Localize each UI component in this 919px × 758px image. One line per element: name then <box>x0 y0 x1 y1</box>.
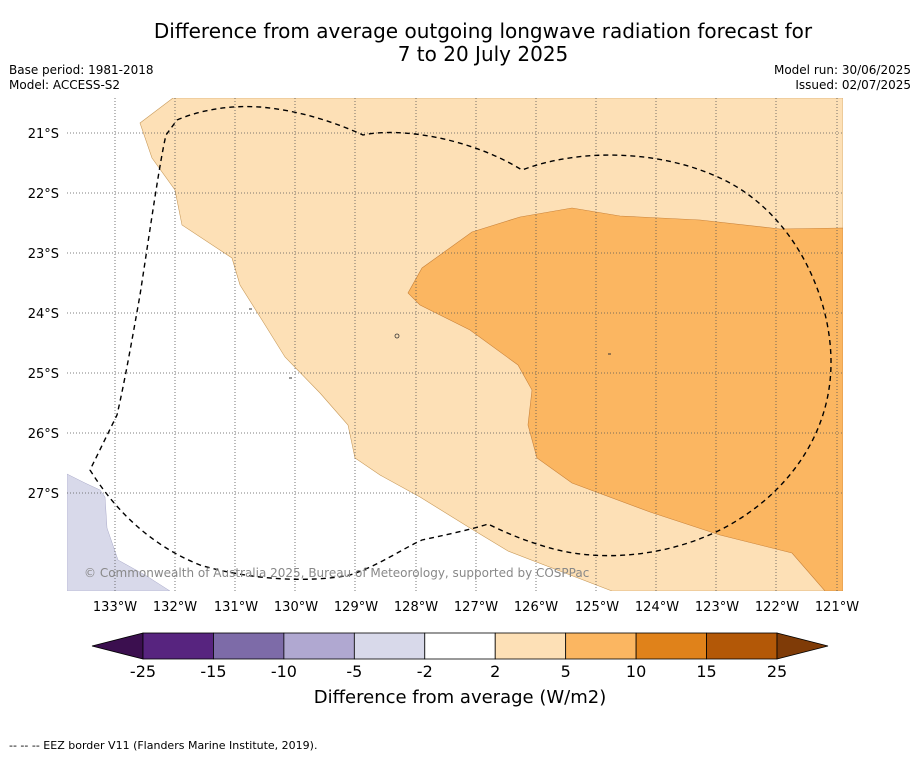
latitude-labels: 21°S 22°S 23°S 24°S 25°S 26°S 27°S <box>28 127 59 502</box>
model-text: Model: ACCESS-S2 <box>9 78 121 92</box>
colorbar-tick-label: 10 <box>626 662 646 681</box>
colorbar-swatch <box>635 632 707 660</box>
colorbar-tick-label: -15 <box>200 662 226 681</box>
copyright-text: © Commonwealth of Australia 2025, Bureau… <box>84 566 589 580</box>
colorbar-tick-label: -10 <box>271 662 297 681</box>
map-title-line1: Difference from average outgoing longwav… <box>153 19 813 43</box>
colorbar-swatch <box>706 632 778 660</box>
eez-footnote: -- -- -- EEZ border V11 (Flanders Marine… <box>9 739 318 752</box>
lat-label: 22°S <box>28 187 59 202</box>
lon-label: 133°W <box>93 600 137 615</box>
lat-label: 21°S <box>28 127 59 142</box>
colorbar-tick-label: -5 <box>346 662 362 681</box>
colorbar-extend-low <box>91 632 144 660</box>
model-run-text: Model run: 30/06/2025 <box>773 63 911 77</box>
eez-border <box>89 105 832 580</box>
lon-label: 121°W <box>815 600 859 615</box>
colorbar: -25 -15 -10 -5 -2 2 5 10 15 25 <box>91 632 829 681</box>
lon-label: 132°W <box>153 600 197 615</box>
base-period-text: Base period: 1981-2018 <box>9 63 154 77</box>
lon-label: 122°W <box>755 600 799 615</box>
colorbar-swatch <box>494 632 567 660</box>
lon-label: 126°W <box>514 600 558 615</box>
map-title-line2: 7 to 20 July 2025 <box>397 42 569 66</box>
lon-label: 125°W <box>575 600 619 615</box>
lon-label: 130°W <box>274 600 318 615</box>
colorbar-tick-label: -25 <box>130 662 156 681</box>
colorbar-extend-high <box>776 632 829 660</box>
meta-right: Model run: 30/06/2025 Issued: 02/07/2025 <box>774 63 911 93</box>
lat-label: 27°S <box>28 487 59 502</box>
gridlines <box>67 98 843 591</box>
colorbar-title: Difference from average (W/m2) <box>314 687 606 708</box>
lon-label: 128°W <box>394 600 438 615</box>
lon-label: 127°W <box>454 600 498 615</box>
colorbar-tick-label: 5 <box>561 662 571 681</box>
meta-left: Base period: 1981-2018 Model: ACCESS-S2 <box>9 63 154 93</box>
colorbar-tick-label: 25 <box>767 662 787 681</box>
colorbar-swatch <box>565 632 637 660</box>
colorbar-swatch <box>142 632 214 660</box>
lat-label: 23°S <box>28 247 59 262</box>
lon-label: 124°W <box>635 600 679 615</box>
colorbar-swatch <box>353 632 426 660</box>
lat-label: 25°S <box>28 367 59 382</box>
colorbar-swatch <box>283 632 355 660</box>
issued-text: Issued: 02/07/2025 <box>795 78 911 92</box>
lat-label: 24°S <box>28 307 59 322</box>
contour-band-5-10 <box>407 207 843 591</box>
colorbar-swatch <box>213 632 285 660</box>
lon-label: 131°W <box>214 600 258 615</box>
colorbar-tick-label: -2 <box>417 662 433 681</box>
colorbar-tick-label: 2 <box>490 662 500 681</box>
contour-band-neg5-neg2 <box>67 473 171 591</box>
colorbar-tick-label: 15 <box>696 662 716 681</box>
map-area: © Commonwealth of Australia 2025, Bureau… <box>67 98 843 591</box>
colorbar-swatch <box>424 632 496 660</box>
lat-label: 26°S <box>28 427 59 442</box>
longitude-labels: 133°W 132°W 131°W 130°W 129°W 128°W 127°… <box>93 600 859 615</box>
lon-label: 129°W <box>334 600 378 615</box>
lon-label: 123°W <box>695 600 739 615</box>
small-contour-speck <box>394 333 400 339</box>
